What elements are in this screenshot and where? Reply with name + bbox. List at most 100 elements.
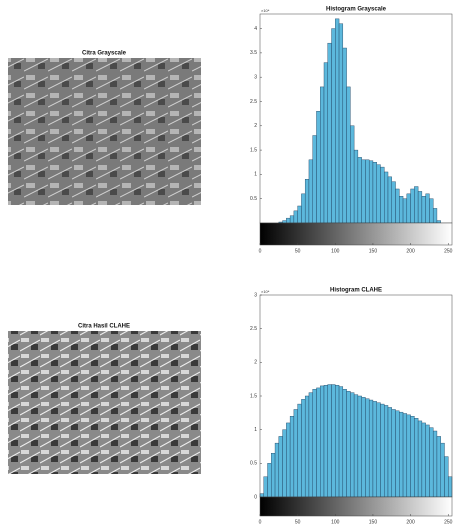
bar [440,442,445,498]
bar [346,391,351,498]
image-title: Citra Hasil CLAHE [78,324,130,330]
grayscale-image [8,58,201,205]
axis-exponent: ×10⁴ [261,289,270,294]
bar [331,28,336,224]
bar [320,86,325,224]
bar [376,164,381,224]
x-tick-label: 0 [259,519,262,525]
chart-title: Histogram Grayscale [326,7,387,13]
y-tick-label: 2 [254,360,257,366]
bar [301,399,306,498]
axis-exponent: ×10⁴ [261,8,270,13]
x-tick-label: 250 [444,248,453,254]
bar [391,409,396,498]
bar [293,210,298,224]
bar [372,162,377,224]
bar [301,193,306,224]
bar [384,171,389,224]
bar [342,389,347,498]
bar [448,476,453,498]
y-tick-label: 2.5 [250,99,257,105]
bar [263,476,268,498]
bar [380,403,385,498]
bar [414,418,419,498]
bar [286,422,291,498]
bar [316,387,321,498]
bar [384,405,389,498]
y-tick-label: 0.5 [250,196,257,202]
x-tick-label: 150 [369,248,378,254]
bar [395,188,400,224]
bar [289,416,295,498]
bar [368,160,374,224]
y-tick-label: 0.5 [250,461,257,467]
bar [323,62,328,224]
bar [365,398,370,498]
bar [410,188,415,224]
x-tick-label: 200 [406,248,415,254]
bar [402,413,408,498]
bar [432,430,438,498]
x-tick-label: 50 [295,248,301,254]
bar [320,385,325,498]
colorbar [259,222,453,246]
x-tick-label: 100 [331,248,340,254]
bar [391,181,396,224]
bar [331,384,336,498]
bar [297,403,302,498]
bar [304,179,310,224]
bar [327,384,332,498]
bar [436,436,441,498]
chart-title: Histogram CLAHE [330,288,382,294]
y-tick-label: 0 [254,494,257,500]
bar [395,410,400,498]
y-tick-label: 1 [254,172,257,178]
bar [406,193,411,224]
bar [410,416,415,498]
x-tick-label: 0 [259,248,262,254]
bar [259,493,264,498]
bar [357,395,362,498]
y-tick-label: 1.5 [250,147,257,153]
bar [323,385,328,498]
bar [350,125,355,224]
bar [429,198,434,224]
bar [335,385,340,498]
bar [414,186,419,224]
bar [282,429,287,498]
bar [346,86,351,224]
x-tick-label: 50 [295,519,301,525]
bar [338,386,344,498]
bar [368,399,374,498]
bar [387,176,392,224]
bar [308,159,313,224]
y-tick-label: 2.5 [250,326,257,332]
bar [274,442,280,498]
bar [421,422,426,498]
bar [421,196,426,224]
y-tick-label: 3.5 [250,50,257,56]
bar [271,453,276,498]
bar [286,217,291,224]
bar [425,424,430,498]
bar [425,193,430,224]
bar [406,414,411,498]
bar [361,397,366,498]
bar [312,389,317,498]
y-tick-label: 3 [254,75,257,81]
bar [308,392,313,498]
bar [372,401,377,498]
bar [350,392,355,498]
bar [289,215,295,224]
bar [316,111,321,224]
bar [278,436,283,498]
bar [293,409,298,498]
bar [312,135,317,224]
bar [444,456,449,498]
bar [338,23,344,224]
bar [376,402,381,498]
bar [357,157,362,224]
bar [387,407,392,498]
